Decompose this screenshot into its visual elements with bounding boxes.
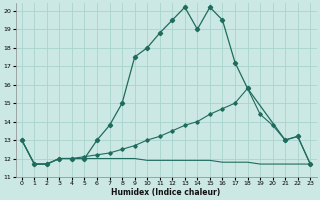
X-axis label: Humidex (Indice chaleur): Humidex (Indice chaleur) <box>111 188 221 197</box>
